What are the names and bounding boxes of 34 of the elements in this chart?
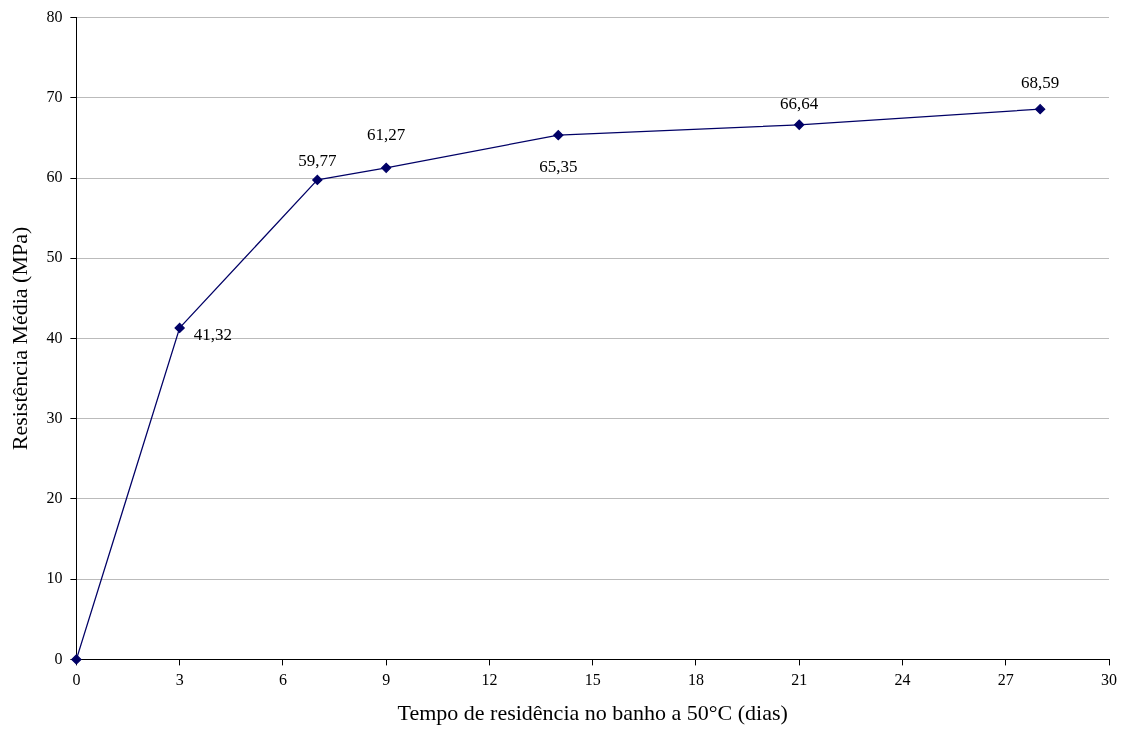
point (1035, 103, 1046, 115)
point (381, 162, 392, 174)
data-label: 59,77 (298, 151, 337, 171)
data-label: 66,64 (780, 94, 819, 114)
point (174, 322, 185, 334)
point (553, 129, 564, 141)
point (312, 174, 323, 186)
x-tick-label: 24 (894, 671, 911, 689)
x-axis-title: Tempo de residência no banho a 50°C (dias) (397, 699, 788, 725)
data-label: 68,59 (1021, 72, 1060, 92)
data-label: 61,27 (367, 125, 406, 145)
y-tick-label: 30 (46, 408, 63, 426)
y-tick-label: 0 (54, 649, 63, 667)
y-tick-label: 10 (46, 569, 63, 587)
y-tick-label: 60 (46, 168, 63, 186)
y-tick-label: 70 (46, 88, 63, 106)
x-tick-label: 15 (584, 671, 601, 689)
y-tick-label: 80 (46, 7, 63, 25)
x-tick-label: 6 (278, 671, 287, 689)
x-tick-label: 12 (481, 671, 498, 689)
y-tick-label: 40 (46, 328, 63, 346)
point (794, 119, 805, 130)
x-tick-label: 30 (1101, 671, 1117, 689)
y-tick-label: 20 (46, 489, 63, 507)
y-axis-title: Resistência Média (MPa) (6, 226, 32, 451)
x-tick-label: 3 (175, 671, 184, 689)
data-label: 65,35 (539, 156, 578, 176)
x-tick-label: 27 (997, 671, 1014, 689)
x-tick-label: 9 (382, 671, 391, 689)
x-tick-label: 18 (687, 671, 704, 689)
x-tick-label: 21 (791, 671, 808, 689)
x-tick-label: 0 (72, 671, 81, 689)
y-tick-label: 50 (46, 248, 63, 266)
data-label: 41,32 (193, 325, 232, 345)
